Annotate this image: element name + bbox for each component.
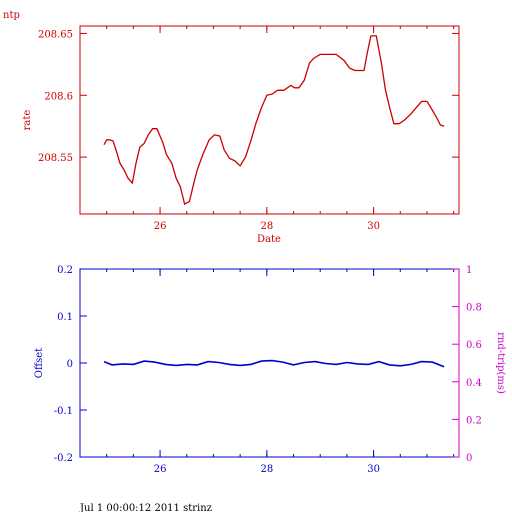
offset-series-line: [103, 359, 445, 368]
y-tick-label: -0.1: [54, 406, 73, 417]
y-tick-label: 208.65: [38, 29, 73, 40]
y-right-tick-label: 0.6: [466, 340, 482, 351]
y-tick-label: 0.1: [57, 312, 73, 323]
y-right-tick-label: 0: [466, 453, 472, 464]
y-right-tick-label: 0.2: [466, 415, 482, 426]
y-right-tick-label: 1: [466, 265, 472, 276]
y-tick-label: 208.55: [38, 153, 73, 164]
x-tick-label: 26: [154, 221, 167, 232]
y-right-tick-label: 0.8: [466, 303, 482, 314]
x-tick-label: 30: [367, 221, 380, 232]
top-x-axis-label: Date: [257, 234, 281, 245]
x-tick-label: 28: [260, 221, 273, 232]
bottom-tick-labels: 26 28 30 0.2 0.1 0 -0.1 -0.2 1 0.8 0.6 0.4 0.2 0: [54, 265, 482, 475]
top-y-axis-label: rate: [22, 110, 33, 131]
x-tick-label: 28: [260, 464, 273, 475]
y-tick-label: -0.2: [54, 453, 73, 464]
x-tick-label: 30: [367, 464, 380, 475]
bottom-y-axis-label: Offset: [34, 348, 45, 378]
y-right-tick-label: 0.4: [466, 378, 482, 389]
y-tick-label: 0: [67, 359, 73, 370]
top-corner-label: ntp: [3, 10, 20, 21]
top-plot-frame: [79, 25, 460, 215]
bottom-right-axis-label: rnd-trip(ms): [495, 332, 506, 394]
top-ticks: [79, 26, 459, 214]
y-tick-label: 0.2: [57, 265, 73, 276]
rate-series-line: [103, 35, 445, 206]
bottom-ticks: [79, 268, 459, 458]
x-tick-label: 26: [154, 464, 167, 475]
y-tick-label: 208.6: [44, 91, 73, 102]
top-tick-labels: 26 28 30 208.55 208.6 208.65: [38, 29, 380, 232]
footer-timestamp: Jul 1 00:00:12 2011 strinz: [79, 503, 212, 512]
